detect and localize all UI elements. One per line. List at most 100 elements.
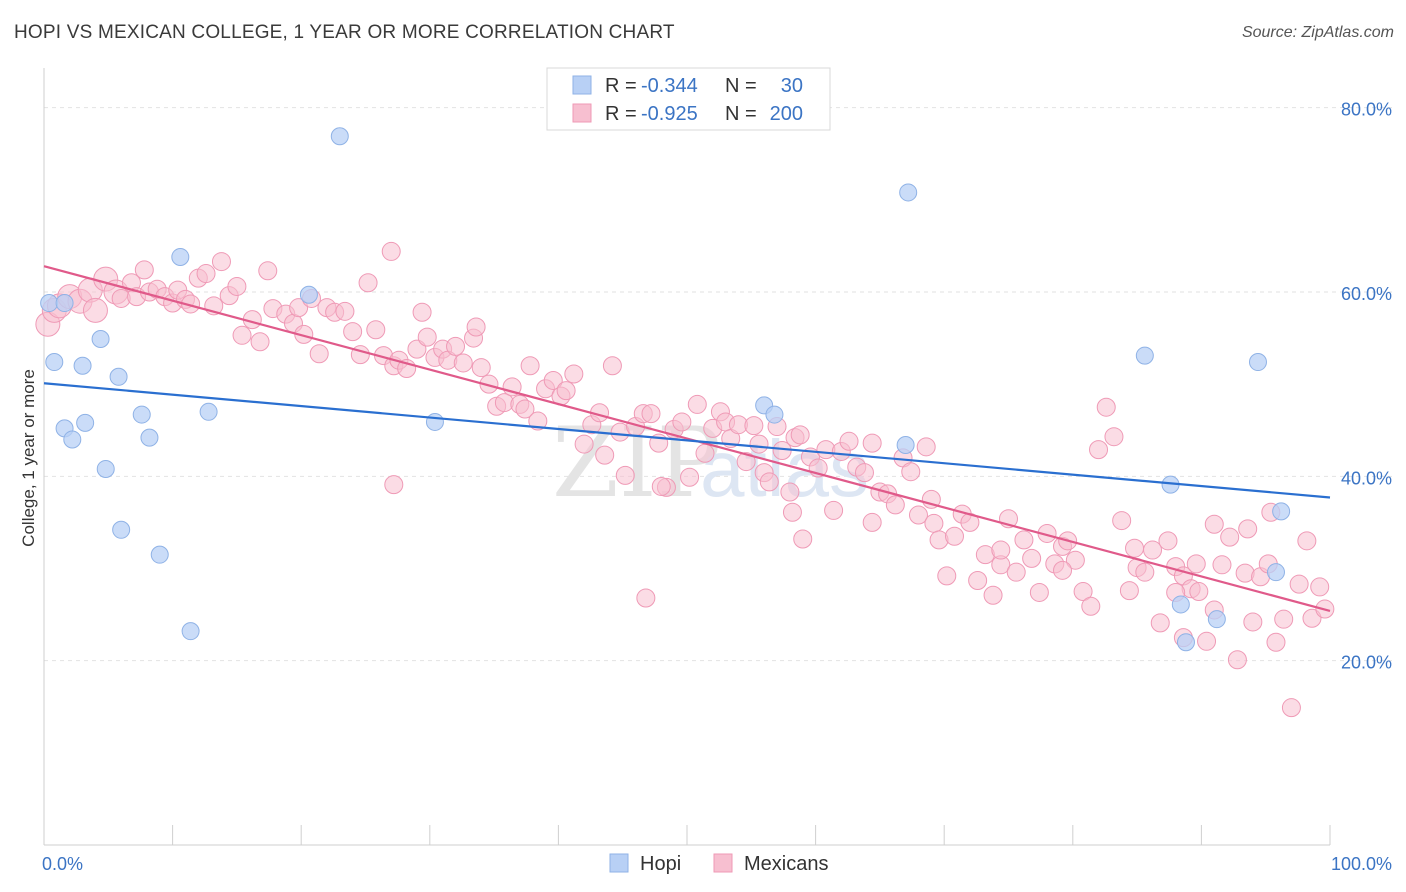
mexicans-point-39: [335, 301, 355, 321]
series-legend: Hopi Mexicans: [609, 853, 828, 875]
y-tick-label-3: 80.0%: [1341, 100, 1392, 120]
mexicans-point-97: [749, 434, 769, 454]
mexicans-point-89: [695, 443, 715, 463]
mexicans-point-79: [615, 465, 635, 485]
legend-swatch-mexicans: [572, 103, 592, 123]
mexicans-point-145: [1096, 397, 1116, 417]
mexicans-point-153: [1158, 531, 1178, 551]
mexicans-point-134: [1014, 530, 1034, 550]
mexicans-point-109: [824, 500, 844, 520]
bottom-legend-label-hopi: Hopi: [640, 853, 681, 875]
mexicans-point-55: [446, 336, 466, 356]
y-tick-label-1: 40.0%: [1341, 468, 1392, 488]
mexicans-point-128: [968, 570, 988, 590]
mexicans-point-59: [471, 358, 491, 378]
hopi-point-27: [1176, 633, 1195, 652]
stats-legend: R = -0.344 N = 30 R = -0.925 N = 200: [546, 67, 831, 131]
legend-r-label-mexicans: R =: [605, 103, 637, 125]
hopi-point-17: [299, 285, 318, 304]
mexicans-point-104: [790, 425, 810, 445]
mexicans-point-141: [1065, 550, 1085, 570]
mexicans-point-119: [901, 462, 921, 482]
mexicans-point-183: [1125, 538, 1145, 558]
mexicans-point-82: [641, 404, 661, 424]
hopi-point-29: [1248, 353, 1267, 372]
mexicans-point-45: [381, 241, 401, 261]
mexicans-point-6: [82, 297, 108, 323]
mexicans-point-28: [250, 332, 270, 352]
mexicans-point-146: [1104, 427, 1124, 447]
mexicans-point-161: [1220, 527, 1240, 547]
mexicans-point-181: [991, 540, 1011, 560]
hopi-point-15: [181, 622, 200, 641]
hopi-point-12: [140, 428, 159, 447]
mexicans-point-135: [1022, 548, 1042, 568]
mexicans-point-178: [782, 502, 802, 522]
mexicans-point-171: [1297, 531, 1317, 551]
hopi-point-10: [112, 520, 131, 539]
mexicans-point-99: [759, 472, 779, 492]
mexicans-point-114: [862, 433, 882, 453]
hopi-point-30: [1266, 563, 1285, 582]
hopi-point-31: [1272, 502, 1291, 521]
mexicans-point-117: [885, 495, 905, 515]
stats-legend-box: [546, 67, 831, 131]
mexicans-point-95: [736, 452, 756, 472]
mexicans-point-121: [916, 437, 936, 457]
mexicans-point-71: [556, 381, 576, 401]
chart-title: HOPI VS MEXICAN COLLEGE, 1 YEAR OR MORE …: [14, 22, 675, 43]
mexicans-point-133: [1006, 562, 1026, 582]
mexicans-point-86: [672, 412, 692, 432]
bottom-legend-label-mexicans: Mexicans: [744, 853, 828, 875]
mexicans-point-72: [564, 364, 584, 384]
hopi-points: [40, 127, 1291, 652]
mexicans-point-36: [309, 344, 329, 364]
mexicans-point-23: [211, 252, 231, 272]
mexicans-point-73: [574, 434, 594, 454]
hopi-point-26: [1171, 595, 1190, 614]
legend-n-value-hopi: 30: [781, 75, 803, 97]
mexicans-point-111: [839, 431, 859, 451]
mexicans-point-148: [1119, 581, 1139, 601]
hopi-point-6: [76, 413, 95, 432]
y-axis-title: College, 1 year or more: [19, 369, 38, 547]
mexicans-point-172: [1302, 608, 1322, 628]
source-credit: Source: ZipAtlas.com: [1241, 24, 1394, 41]
mexicans-point-169: [1281, 698, 1301, 718]
mexicans-point-179: [862, 512, 882, 532]
mexicans-point-120: [908, 505, 928, 525]
x-tick-label-1: 100.0%: [1331, 854, 1392, 874]
mexicans-point-21: [196, 264, 216, 284]
mexicans-point-162: [1227, 650, 1247, 670]
mexicans-point-147: [1112, 511, 1132, 531]
legend-n-label-hopi: N =: [725, 75, 757, 97]
mexicans-point-66: [520, 356, 540, 376]
mexicans-point-144: [1089, 440, 1109, 460]
mexicans-point-40: [343, 322, 363, 342]
mexicans-point-105: [793, 529, 813, 549]
hopi-point-16: [199, 402, 218, 421]
mexicans-point-88: [687, 394, 707, 414]
mexicans-point-130: [983, 585, 1003, 605]
mexicans-point-25: [227, 276, 247, 296]
hopi-point-0: [40, 294, 59, 313]
mexicans-point-158: [1197, 631, 1217, 651]
mexicans-point-186: [1186, 554, 1206, 574]
mexicans-point-51: [417, 327, 437, 347]
mexicans-point-77: [602, 356, 622, 376]
x-tick-labels: 0.0% 100.0%: [42, 854, 1392, 874]
mexicans-point-170: [1289, 574, 1309, 594]
mexicans-point-50: [412, 302, 432, 322]
mexicans-point-150: [1135, 562, 1155, 582]
legend-r-value-hopi: -0.344: [641, 75, 698, 97]
legend-r-label-hopi: R =: [605, 75, 637, 97]
mexicans-point-164: [1243, 612, 1263, 632]
y-tick-label-2: 60.0%: [1341, 284, 1392, 304]
hopi-point-7: [91, 329, 110, 348]
mexicans-point-102: [780, 482, 800, 502]
hopi-point-28: [1207, 610, 1226, 629]
mexicans-point-175: [384, 475, 404, 495]
mexicans-point-188: [1238, 519, 1258, 539]
mexicans-point-167: [1266, 632, 1286, 652]
